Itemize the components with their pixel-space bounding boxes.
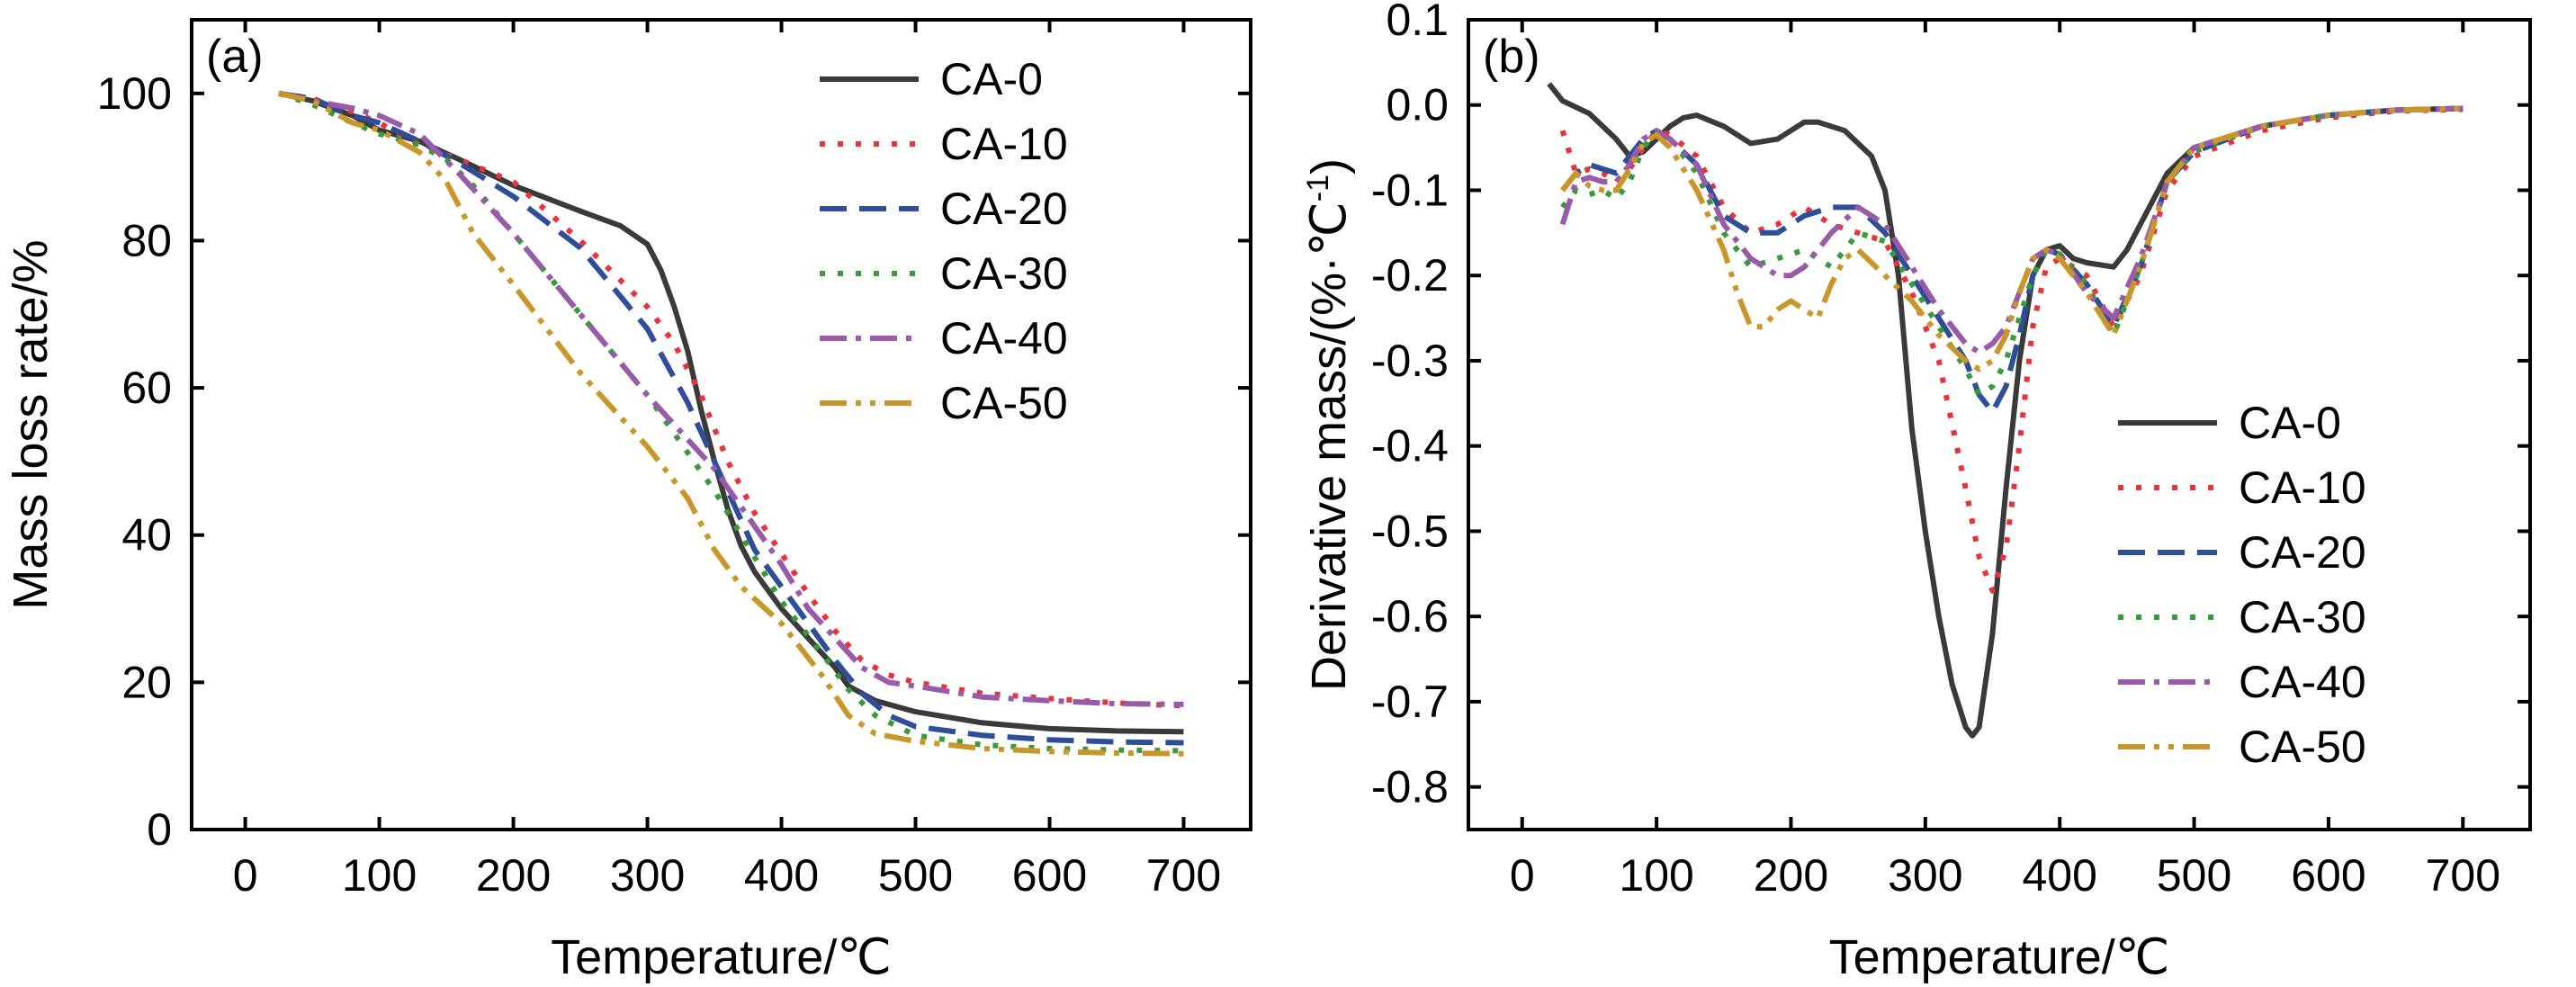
legend-label-ca-40: CA-40: [940, 313, 1068, 363]
legend-label-ca-20: CA-20: [940, 184, 1068, 234]
y-tick-label: -0.8: [1371, 762, 1449, 812]
plot-frame: [190, 18, 1252, 831]
x-tick-label: 400: [744, 850, 819, 901]
series-line-ca-50: [1560, 105, 2464, 372]
legend-label-ca-50: CA-50: [2239, 722, 2366, 772]
x-tick-label: 500: [878, 850, 953, 901]
x-tick-label: 0: [1510, 850, 1535, 901]
legend-label-ca-40: CA-40: [2239, 657, 2366, 707]
x-tick-label: 200: [476, 850, 551, 901]
legend-label-ca-0: CA-0: [940, 54, 1043, 104]
y-tick-label: -0.3: [1371, 336, 1449, 386]
y-axis-title-superscript: -1: [1301, 175, 1335, 202]
legend-label-ca-10: CA-10: [940, 119, 1068, 169]
legend: CA-0 CA-10 CA-20 CA-30 CA-40 CA-50: [820, 54, 1068, 428]
series-line-ca-0: [1547, 82, 2464, 739]
x-axis-title: Temperature/℃: [551, 930, 892, 984]
panel-a-mass-loss-chart: 0 100 200 300 400 500 600 700 0 20 40 60 80 100 (a) Tem…: [4, 18, 1252, 984]
series-line-ca-40: [1559, 105, 2464, 355]
y-tick-label: -0.1: [1371, 165, 1449, 215]
x-tick-label: 300: [1888, 850, 1962, 901]
x-tick-label: 600: [2291, 850, 2365, 901]
y-tick-label: 40: [121, 510, 172, 561]
plot-frame: [1467, 18, 2532, 831]
panel-label: (b): [1483, 31, 1540, 83]
y-tick-label: 0.1: [1386, 0, 1449, 45]
x-tick-label: 600: [1012, 850, 1087, 901]
legend-label-ca-20: CA-20: [2239, 527, 2366, 578]
y-tick-label: 80: [121, 215, 172, 265]
y-tick-label: 0: [147, 804, 172, 855]
legend-label-ca-0: CA-0: [2239, 398, 2341, 448]
y-tick-label: -0.4: [1371, 421, 1449, 471]
y-tick-label: -0.7: [1371, 677, 1449, 727]
y-tick-label: 60: [121, 363, 172, 413]
legend: CA-0 CA-10 CA-20 CA-30 CA-40 CA-50: [2118, 398, 2366, 772]
series-line-ca-20: [278, 90, 1184, 746]
y-tick-label: -0.2: [1371, 250, 1449, 301]
x-tick-label: 300: [610, 850, 685, 901]
panel-b-derivative-mass-chart: 0 100 200 300 400 500 600 700 0.1 0.0 -0.1 -0.2 -0.3…: [1301, 0, 2532, 984]
x-tick-label: 700: [2426, 850, 2500, 901]
legend-label-ca-50: CA-50: [940, 378, 1068, 428]
legend-label-ca-30: CA-30: [2239, 592, 2366, 642]
legend-label-ca-10: CA-10: [2239, 462, 2366, 513]
x-tick-label: 400: [2022, 850, 2096, 901]
y-axis-title: Derivative mass/(%·℃-1): [1301, 158, 1356, 691]
series-line-ca-40: [278, 90, 1184, 707]
x-tick-label: 0: [233, 850, 258, 901]
series-line-ca-50: [278, 90, 1184, 757]
y-axis-title-close: ): [1302, 158, 1356, 175]
x-tick-label: 100: [1619, 850, 1693, 901]
x-tick-label: 500: [2157, 850, 2231, 901]
y-tick-label: 0.0: [1386, 80, 1449, 130]
x-tick-label: 700: [1146, 850, 1221, 901]
y-tick-label: 20: [121, 657, 172, 707]
y-tick-label: -0.5: [1371, 506, 1449, 556]
y-tick-label: -0.6: [1371, 591, 1449, 642]
y-axis-title: Mass loss rate/%: [4, 239, 58, 609]
legend-label-ca-30: CA-30: [940, 248, 1068, 299]
x-tick-label: 100: [342, 850, 417, 901]
series-line-ca-10: [1559, 106, 2464, 594]
series-line-ca-20: [1560, 105, 2464, 415]
x-tick-label: 200: [1754, 850, 1828, 901]
panel-label: (a): [206, 31, 264, 83]
y-tick-label: 100: [97, 68, 172, 119]
x-axis-title: Temperature/℃: [1829, 930, 2170, 984]
